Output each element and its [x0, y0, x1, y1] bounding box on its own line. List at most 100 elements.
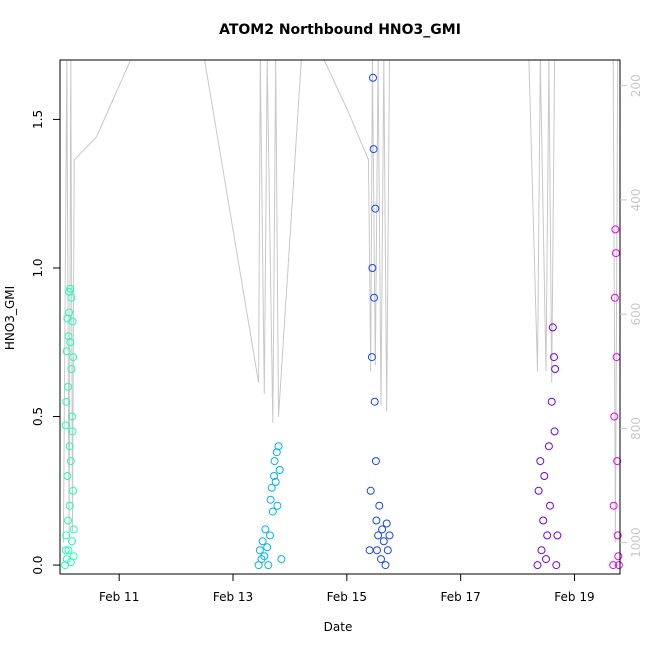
- data-point: [68, 317, 77, 326]
- y-right-tick-label: 600: [629, 303, 643, 326]
- data-point: [614, 561, 623, 570]
- data-point: [369, 145, 378, 154]
- data-point: [67, 365, 76, 373]
- data-point: [267, 483, 276, 492]
- data-point: [379, 537, 388, 546]
- data-point: [612, 249, 620, 258]
- data-point: [264, 561, 273, 570]
- data-point: [374, 531, 383, 540]
- data-point: [369, 73, 377, 82]
- data-point: [66, 284, 75, 293]
- y-axis-label: HNO3_GMI: [3, 286, 17, 350]
- data-point: [61, 421, 70, 430]
- data-point: [550, 427, 559, 436]
- data-point: [610, 412, 619, 421]
- data-point: [63, 472, 72, 480]
- data-point: [377, 555, 385, 564]
- y-axis-right: 200 400 600 800 1000: [620, 74, 643, 558]
- data-point: [609, 561, 618, 570]
- x-tick-label: Feb 17: [440, 590, 480, 604]
- series-5: [609, 225, 623, 570]
- data-point: [381, 561, 390, 570]
- data-point: [382, 519, 391, 528]
- data-point: [65, 501, 74, 510]
- data-point: [383, 546, 392, 555]
- data-point: [255, 546, 264, 555]
- data-point: [266, 495, 275, 504]
- series-4: [533, 323, 562, 570]
- data-point: [537, 546, 546, 555]
- data-point: [371, 204, 380, 213]
- data-point: [544, 442, 553, 451]
- y-right-tick-label: 1000: [629, 527, 643, 558]
- y-tick-label: 0.0: [31, 556, 45, 575]
- x-axis-label: Date: [324, 620, 353, 634]
- data-point: [370, 293, 379, 302]
- data-point: [68, 427, 77, 436]
- data-point: [368, 264, 377, 272]
- data-point: [274, 442, 283, 451]
- data-point: [553, 531, 562, 540]
- data-point: [61, 546, 70, 555]
- points-layer: [61, 73, 623, 570]
- data-point: [62, 347, 71, 356]
- data-point: [69, 525, 78, 534]
- data-point: [609, 501, 618, 510]
- data-point: [540, 472, 549, 480]
- data-point: [272, 448, 281, 457]
- data-point: [536, 457, 545, 466]
- data-point: [375, 501, 384, 510]
- x-tick-label: Feb 19: [554, 590, 594, 604]
- data-point: [62, 531, 71, 540]
- chart-title: ATOM2 Northbound HNO3_GMI: [219, 22, 461, 38]
- series-2: [254, 442, 286, 570]
- data-point: [62, 397, 71, 406]
- data-point: [270, 472, 278, 480]
- data-point: [610, 293, 619, 302]
- data-point: [277, 555, 286, 564]
- x-tick-label: Feb 15: [327, 590, 367, 604]
- data-point: [551, 365, 560, 373]
- y-tick-label: 1.5: [31, 110, 45, 129]
- overlay-line: [62, 59, 619, 543]
- series-3: [365, 73, 394, 570]
- data-point: [548, 323, 557, 332]
- y-axis-left: 0.0 0.5 1.0 1.5: [31, 110, 60, 575]
- data-point: [611, 225, 620, 234]
- data-point: [64, 332, 73, 341]
- data-point: [68, 537, 76, 546]
- data-point: [273, 501, 282, 510]
- data-point: [534, 486, 543, 495]
- data-point: [546, 501, 554, 510]
- x-tick-label: Feb 11: [99, 590, 139, 604]
- data-point: [261, 525, 270, 534]
- data-point: [367, 353, 376, 362]
- data-point: [66, 457, 75, 466]
- data-point: [614, 552, 623, 561]
- data-point: [373, 546, 381, 555]
- y-right-tick-label: 800: [629, 417, 643, 440]
- data-point: [271, 477, 280, 486]
- data-point: [372, 516, 381, 525]
- data-point: [366, 486, 375, 495]
- data-point: [550, 353, 558, 362]
- data-point: [266, 531, 274, 540]
- data-point: [64, 516, 72, 525]
- data-point: [257, 555, 266, 564]
- series-1: [61, 284, 78, 570]
- data-point: [613, 457, 622, 466]
- data-point: [378, 525, 387, 534]
- y-tick-label: 0.5: [31, 407, 45, 426]
- data-point: [385, 531, 394, 540]
- y-tick-label: 1.0: [31, 258, 45, 277]
- data-point: [69, 552, 78, 561]
- overlay-line-layer: [62, 59, 619, 543]
- data-point: [268, 507, 277, 516]
- data-point: [365, 546, 374, 555]
- data-point: [371, 457, 380, 466]
- data-point: [533, 561, 542, 570]
- data-point: [64, 382, 72, 391]
- x-axis: Feb 11 Feb 13 Feb 15 Feb 17 Feb 19: [99, 574, 595, 604]
- data-point: [260, 552, 269, 561]
